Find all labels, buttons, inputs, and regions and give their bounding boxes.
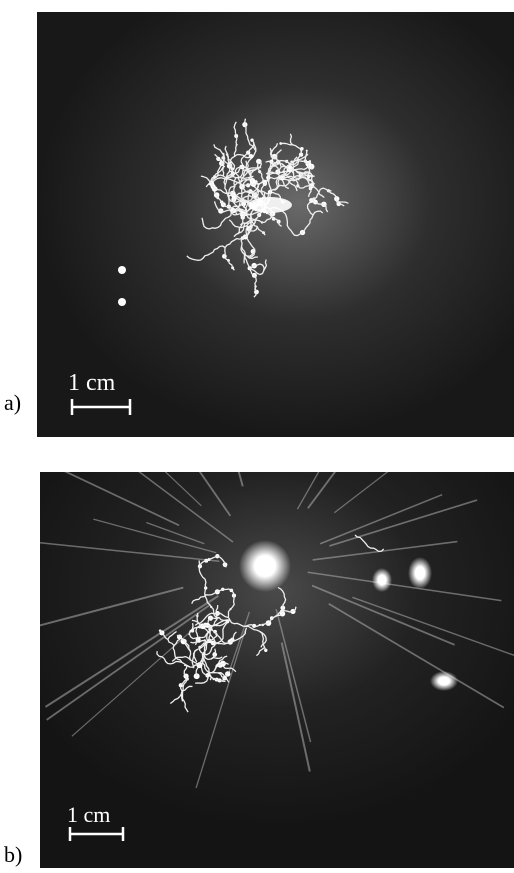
photo-background	[40, 472, 514, 868]
figure: 1 cm a) 1 cm b)	[0, 0, 514, 868]
bright-spot	[408, 557, 432, 589]
panel-label: a)	[4, 390, 21, 415]
scale-bar-label: 1 cm	[68, 370, 116, 396]
bright-spot	[239, 540, 291, 592]
branch	[118, 298, 126, 306]
bright-spot	[372, 568, 392, 592]
branch	[118, 266, 126, 274]
page: 1 cm a) 1 cm b) (() => { const data = JS…	[0, 0, 514, 868]
branch	[248, 197, 292, 213]
scale-bar-label: 1 cm	[67, 802, 110, 827]
panel-label: b)	[4, 842, 22, 867]
bright-spot	[430, 671, 458, 691]
